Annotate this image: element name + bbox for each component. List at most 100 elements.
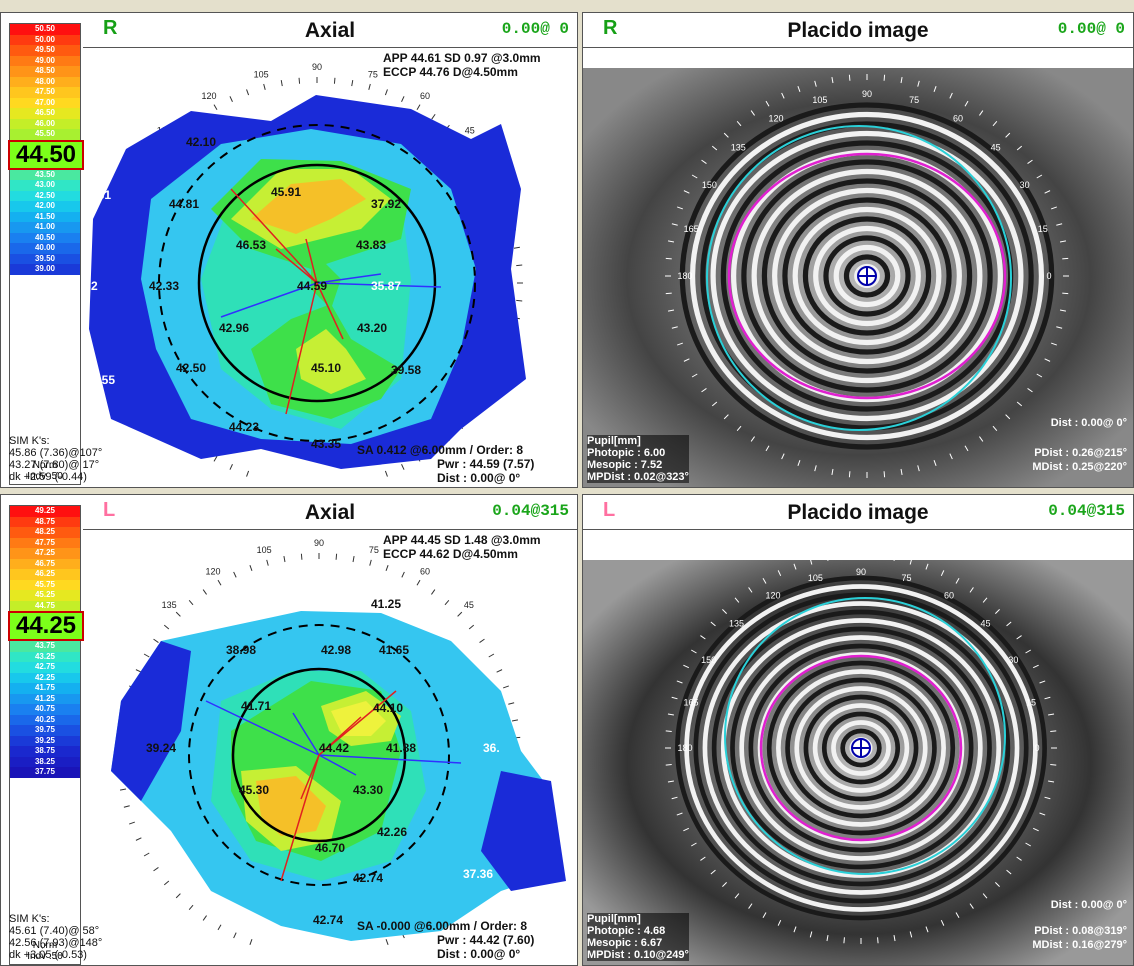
angle-tick	[1032, 827, 1039, 832]
scale-step: 47.25	[10, 548, 80, 559]
angle-tick	[457, 611, 463, 617]
angle-tick	[401, 464, 405, 470]
map-value-label: 44.23	[229, 420, 260, 434]
placido-ring	[785, 677, 937, 819]
angle-tick	[333, 77, 336, 84]
scale-step: 48.75	[10, 516, 80, 527]
scale-step: 40.75	[10, 704, 80, 715]
angle-tick	[246, 89, 250, 96]
placido-ring	[792, 206, 942, 346]
placido-ring	[831, 720, 891, 776]
color-scale[interactable]: 50.50 50.00 49.50 49.00 48.50 48.00 47.50 47.00…	[8, 23, 84, 485]
scale-step: 48.25	[10, 527, 80, 538]
angle-tick	[1039, 812, 1046, 816]
angle-tick	[1051, 206, 1057, 210]
angle-label: 120	[765, 591, 780, 601]
app-readout: APP 44.45 SD 1.48 @3.0mm	[383, 533, 541, 547]
placido-ring	[821, 711, 901, 785]
angle-tick	[765, 100, 770, 107]
angle-tick	[444, 599, 450, 606]
angle-tick	[909, 931, 913, 938]
mdist-readout: MDist : 0.25@220°	[1032, 461, 1127, 473]
angle-tick	[249, 939, 253, 945]
angle-tick	[994, 881, 1000, 887]
scale-step: 43.25	[10, 651, 80, 662]
topography-map[interactable]: 12010590756045135150	[81, 49, 577, 488]
angle-tick	[384, 89, 388, 96]
placido-ring	[679, 102, 1055, 450]
angle-tick	[229, 464, 233, 470]
angle-tick	[1044, 696, 1051, 700]
angle-label: 120	[201, 91, 216, 101]
angle-tick	[940, 570, 945, 577]
angle-tick	[900, 76, 903, 84]
angle-tick	[431, 113, 436, 120]
map-value-label: 37.92	[371, 197, 402, 211]
color-scale[interactable]: 49.25 48.75 48.25 47.75 47.25 46.75 46.25 45.75…	[8, 505, 84, 965]
angle-tick	[213, 455, 218, 462]
placido-ring	[772, 187, 962, 365]
placido-image[interactable]: 105 90 75 120 60 135 45 150 30 165 15 180 0	[583, 68, 1134, 488]
angle-tick	[263, 83, 266, 90]
angle-label: 135	[162, 600, 177, 610]
angle-tick	[710, 621, 716, 627]
map-value-label: 41.88	[386, 741, 417, 755]
angle-tick	[949, 92, 953, 99]
pwr-readout: Pwr : 44.42 (7.60)	[437, 933, 535, 947]
topography-map[interactable]: 120 105 90 75 60 45 135	[81, 531, 577, 966]
angle-tick	[762, 578, 767, 584]
angle-tick	[676, 680, 683, 684]
angle-label: 0	[1034, 743, 1039, 753]
angle-tick	[1016, 401, 1023, 407]
angle-tick	[722, 609, 728, 615]
angle-tick	[1044, 796, 1051, 800]
angle-label: 165	[683, 697, 698, 707]
scale-step: 44.75	[10, 600, 80, 611]
angle-label: 30	[1008, 655, 1018, 665]
angle-tick	[955, 578, 960, 584]
angle-tick	[431, 589, 436, 595]
angle-tick	[1036, 174, 1043, 179]
eye-label: L	[603, 499, 616, 521]
angle-tick	[1039, 680, 1046, 684]
pupil-readout: Pupil[mm] Photopic : 6.00 Mesopic : 7.52 MP…	[587, 435, 689, 483]
placido-ring	[741, 159, 993, 393]
angle-tick	[843, 937, 845, 944]
angle-tick	[797, 86, 801, 92]
angle-tick	[667, 240, 675, 243]
scale-step: 40.25	[10, 714, 80, 725]
angle-tick	[217, 924, 222, 931]
angle-tick	[1050, 730, 1057, 732]
angle-label: 60	[420, 91, 430, 101]
angle-tick	[385, 565, 389, 571]
scale-current-value: 44.25	[8, 611, 84, 641]
placido-ring	[803, 694, 919, 802]
angle-tick	[982, 597, 988, 603]
sim-k-readout: SIM K's: 45.86 (7.36)@107° 43.27 (7.80)@ 1…	[9, 435, 103, 483]
scale-step: 45.50	[10, 129, 80, 140]
map-value-label: 35.51	[81, 188, 112, 202]
placido-ring	[739, 635, 983, 861]
placido-ring	[833, 244, 901, 308]
map-value-label: 44.42	[319, 741, 350, 755]
angle-tick	[202, 915, 207, 921]
map-value-label: 42.74	[313, 913, 344, 927]
scale-step: 45.75	[10, 579, 80, 590]
placido-ring	[720, 618, 1002, 878]
angle-tick	[175, 893, 181, 899]
angle-label: 105	[257, 545, 272, 555]
angle-tick	[877, 937, 879, 944]
angle-label: 150	[701, 655, 716, 665]
angle-tick	[909, 560, 912, 565]
placido-image[interactable]: 105 90 75 120 60 135 45 150 30 165 15 180 0	[583, 560, 1134, 966]
dist-readout: Dist : 0.00@ 0°	[1050, 899, 1127, 911]
angle-label: 75	[902, 573, 912, 583]
angle-tick	[831, 76, 834, 84]
angle-tick	[722, 881, 728, 887]
angle-tick	[153, 867, 159, 872]
angle-tick	[1006, 621, 1012, 627]
angle-label: 60	[953, 113, 963, 123]
angle-tick	[516, 299, 523, 302]
angle-label: 75	[368, 69, 378, 79]
scale-step: 39.25	[10, 735, 80, 746]
